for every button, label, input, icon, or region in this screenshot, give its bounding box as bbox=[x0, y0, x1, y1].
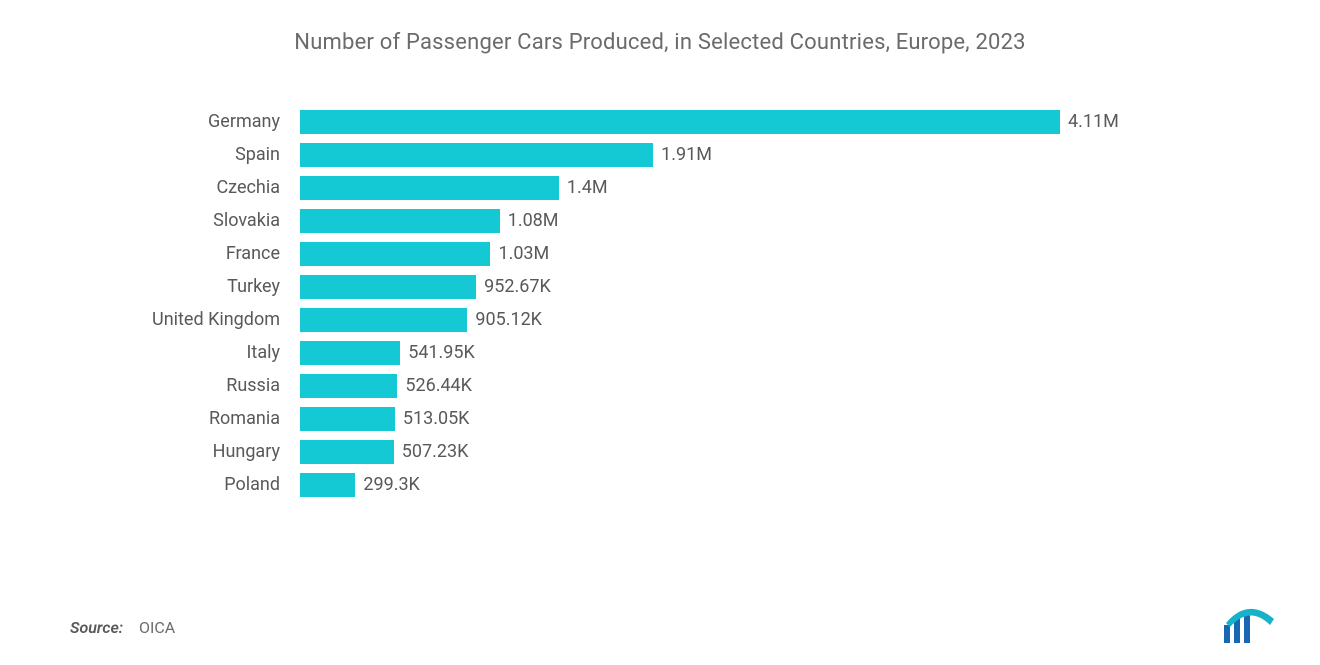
category-label: Slovakia bbox=[40, 210, 290, 231]
bars-area: Germany4.11MSpain1.91MCzechia1.4MSlovaki… bbox=[40, 105, 1280, 501]
bar-row: Slovakia1.08M bbox=[300, 204, 1220, 237]
value-label: 541.95K bbox=[400, 341, 475, 365]
value-label: 1.4M bbox=[559, 176, 608, 200]
bar-track: 526.44K bbox=[300, 374, 1220, 398]
category-label: United Kingdom bbox=[40, 309, 290, 330]
category-label: Hungary bbox=[40, 441, 290, 462]
value-label: 952.67K bbox=[476, 275, 551, 299]
logo-bar bbox=[1224, 625, 1230, 643]
bar-fill bbox=[300, 110, 1060, 134]
chart-container: Number of Passenger Cars Produced, in Se… bbox=[0, 0, 1320, 665]
bar-row: Italy541.95K bbox=[300, 336, 1220, 369]
bar-fill bbox=[300, 308, 467, 332]
bar-track: 4.11M bbox=[300, 110, 1220, 134]
bar-fill bbox=[300, 176, 559, 200]
bar-track: 541.95K bbox=[300, 341, 1220, 365]
bar-track: 1.08M bbox=[300, 209, 1220, 233]
source-value: OICA bbox=[139, 618, 175, 637]
bar-fill bbox=[300, 341, 400, 365]
chart-title: Number of Passenger Cars Produced, in Se… bbox=[40, 30, 1280, 55]
bar-row: Spain1.91M bbox=[300, 138, 1220, 171]
category-label: Italy bbox=[40, 342, 290, 363]
category-label: Poland bbox=[40, 474, 290, 495]
bar-fill bbox=[300, 275, 476, 299]
category-label: Germany bbox=[40, 111, 290, 132]
bar-row: Czechia1.4M bbox=[300, 171, 1220, 204]
bar-row: Russia526.44K bbox=[300, 369, 1220, 402]
bar-fill bbox=[300, 473, 355, 497]
brand-logo-icon bbox=[1222, 605, 1280, 645]
value-label: 513.05K bbox=[395, 407, 470, 431]
value-label: 4.11M bbox=[1060, 110, 1119, 134]
value-label: 1.08M bbox=[500, 209, 559, 233]
bar-track: 513.05K bbox=[300, 407, 1220, 431]
bar-fill bbox=[300, 440, 394, 464]
bar-fill bbox=[300, 242, 490, 266]
value-label: 905.12K bbox=[467, 308, 542, 332]
value-label: 1.03M bbox=[490, 242, 549, 266]
category-label: Czechia bbox=[40, 177, 290, 198]
value-label: 1.91M bbox=[653, 143, 712, 167]
value-label: 299.3K bbox=[355, 473, 420, 497]
bar-row: United Kingdom905.12K bbox=[300, 303, 1220, 336]
bar-track: 507.23K bbox=[300, 440, 1220, 464]
value-label: 507.23K bbox=[394, 440, 469, 464]
category-label: Russia bbox=[40, 375, 290, 396]
bar-track: 952.67K bbox=[300, 275, 1220, 299]
category-label: Turkey bbox=[40, 276, 290, 297]
bar-fill bbox=[300, 407, 395, 431]
bar-track: 1.4M bbox=[300, 176, 1220, 200]
bar-row: Romania513.05K bbox=[300, 402, 1220, 435]
value-label: 526.44K bbox=[397, 374, 472, 398]
bar-row: Germany4.11M bbox=[300, 105, 1220, 138]
category-label: Romania bbox=[40, 408, 290, 429]
bar-fill bbox=[300, 143, 653, 167]
bar-fill bbox=[300, 209, 500, 233]
category-label: Spain bbox=[40, 144, 290, 165]
bar-row: Hungary507.23K bbox=[300, 435, 1220, 468]
bar-track: 1.03M bbox=[300, 242, 1220, 266]
bar-track: 905.12K bbox=[300, 308, 1220, 332]
bar-row: Poland299.3K bbox=[300, 468, 1220, 501]
category-label: France bbox=[40, 243, 290, 264]
bar-row: Turkey952.67K bbox=[300, 270, 1220, 303]
bar-track: 299.3K bbox=[300, 473, 1220, 497]
bar-track: 1.91M bbox=[300, 143, 1220, 167]
bar-fill bbox=[300, 374, 397, 398]
source-key: Source: bbox=[70, 618, 123, 637]
source-footer: Source: OICA bbox=[70, 618, 175, 637]
bar-row: France1.03M bbox=[300, 237, 1220, 270]
